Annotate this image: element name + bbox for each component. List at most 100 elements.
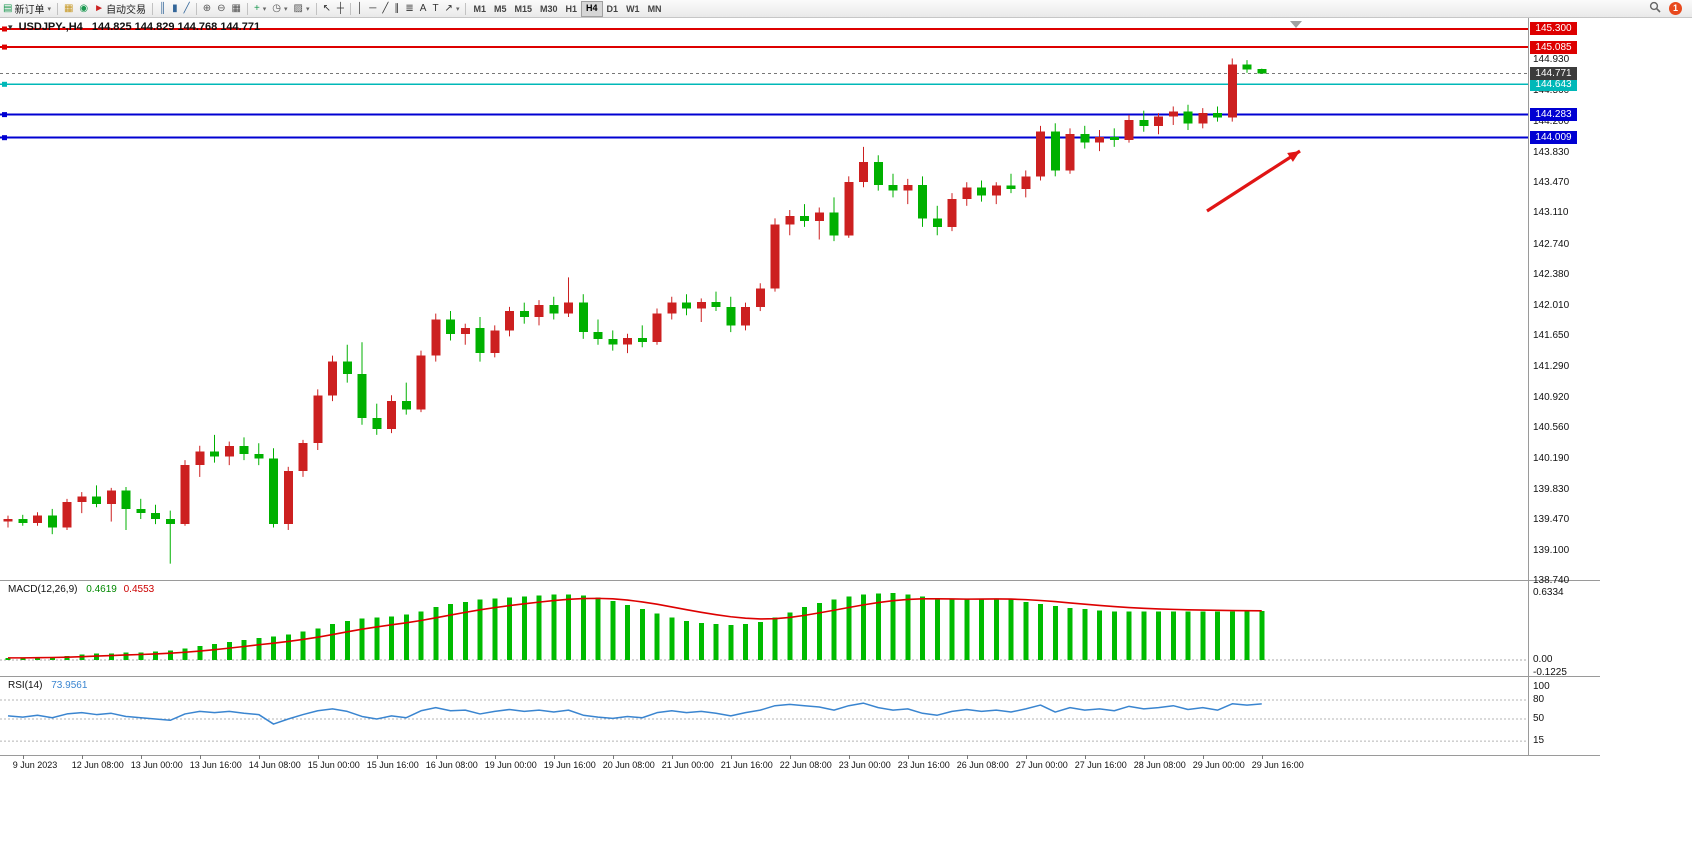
pane-splitter-macd[interactable]: [0, 580, 1600, 581]
candlestick-chart-icon: ▮: [172, 3, 178, 14]
candle-body: [637, 337, 647, 343]
timeframe-d1[interactable]: D1: [606, 3, 619, 14]
new-order-button[interactable]: ▤ 新订单 ▾: [0, 1, 54, 16]
indicators-icon: +: [253, 3, 260, 14]
indicators-button[interactable]: + ▾: [251, 1, 269, 16]
timeframe-mn[interactable]: MN: [647, 3, 662, 14]
timeframe-m1[interactable]: M1: [473, 3, 486, 14]
timeframe-m30[interactable]: M30: [540, 3, 558, 14]
search-icon[interactable]: [1649, 1, 1661, 16]
zoom-out-button[interactable]: ⊖: [214, 1, 228, 16]
macd-histogram: [5, 592, 1265, 660]
price-chart[interactable]: [0, 17, 1528, 580]
market-watch-button[interactable]: ◉: [76, 1, 91, 16]
zoom-in-button[interactable]: ⊕: [200, 1, 214, 16]
line-chart-icon: ╱: [183, 3, 190, 14]
text-label-button[interactable]: T: [429, 1, 441, 16]
candle-body: [1065, 134, 1075, 171]
zoom-in-icon: ⊕: [202, 3, 212, 14]
candle-body: [490, 330, 500, 354]
open-chart-button[interactable]: ▦: [61, 1, 76, 16]
bar-chart-type-button[interactable]: ║: [156, 1, 169, 16]
candle-body: [136, 508, 146, 514]
fibonacci-icon: ≣: [405, 3, 414, 14]
candlestick-chart-type-button[interactable]: ▮: [169, 1, 181, 16]
candle-body: [387, 401, 396, 429]
candle-body: [814, 212, 824, 221]
timeframe-m5[interactable]: M5: [493, 3, 507, 14]
horizontal-line-object[interactable]: [0, 135, 1528, 141]
macd-axis-label: 0.00: [1533, 654, 1553, 665]
one-click-trading-toggle[interactable]: ▾: [8, 22, 13, 32]
autotrading-icon: ►: [94, 3, 105, 14]
horizontal-line-button[interactable]: ─: [366, 1, 379, 16]
price-axis-label: 143.470: [1533, 177, 1570, 189]
price-axis-label: 143.110: [1533, 207, 1569, 219]
rsi-axis-label: 15: [1533, 735, 1545, 747]
horizontal-line-icon: ─: [369, 3, 377, 14]
horizontal-line-object[interactable]: [0, 44, 1528, 50]
time-axis-tick: [553, 755, 555, 759]
arrow-annotation[interactable]: [1206, 149, 1301, 213]
time-axis-label: 9 Jun 2023: [12, 760, 58, 770]
time-axis-label: 22 Jun 08:00: [779, 760, 832, 770]
templates-button[interactable]: ▨ ▾: [291, 1, 313, 16]
periods-button[interactable]: ◷ ▾: [269, 1, 290, 16]
channel-button[interactable]: ∥: [391, 1, 402, 16]
cursor-button[interactable]: ↖: [320, 1, 334, 16]
pane-splitter-rsi[interactable]: [0, 676, 1600, 677]
toolbar-separator: [152, 2, 154, 15]
candle-body: [652, 313, 662, 343]
macd-panel[interactable]: [0, 581, 1528, 676]
candle-body: [918, 184, 927, 219]
notification-badge[interactable]: 1: [1669, 2, 1682, 15]
candle-body: [210, 451, 219, 457]
timeframe-w1[interactable]: W1: [626, 3, 640, 14]
candle-body: [1021, 176, 1031, 189]
time-axis-tick: [22, 755, 24, 759]
candle-body: [800, 215, 809, 221]
chart-window-icon: ▦: [63, 3, 74, 14]
candle-body: [1109, 136, 1119, 141]
candle-body: [1168, 111, 1178, 117]
trendline-button[interactable]: ╱: [379, 1, 391, 16]
chevron-down-icon: ▾: [284, 5, 288, 13]
candle-body: [342, 361, 352, 375]
horizontal-line-object[interactable]: [0, 112, 1528, 118]
chart-shift-marker[interactable]: [1290, 21, 1302, 28]
candle-body: [534, 305, 544, 317]
timeframe-h1[interactable]: H1: [565, 3, 578, 14]
price-line-badge: 145.085: [1530, 40, 1577, 54]
autotrading-button-label: 自动交易: [106, 5, 147, 16]
line-chart-type-button[interactable]: ╱: [181, 1, 193, 16]
candle-body: [460, 327, 470, 334]
autotrading-button[interactable]: ► 自动交易: [91, 1, 149, 16]
candle-body: [195, 451, 205, 466]
timeframe-h4[interactable]: H4: [581, 0, 603, 17]
time-axis-tick: [199, 755, 201, 759]
time-axis-label: 27 Jun 16:00: [1074, 760, 1127, 770]
tile-windows-button[interactable]: ▦: [228, 1, 243, 16]
line-handle: [2, 44, 7, 50]
candle-body: [696, 301, 706, 309]
time-axis-tick: [789, 755, 791, 759]
candle-body: [372, 417, 382, 429]
crosshair-button[interactable]: ┼: [334, 1, 347, 16]
timeframe-m15[interactable]: M15: [514, 3, 532, 14]
candle-body: [549, 305, 559, 314]
price-axis-label: 139.830: [1533, 483, 1570, 495]
ohlc-values: 144.825 144.829 144.768 144.771: [91, 21, 261, 33]
vertical-line-button[interactable]: │: [354, 1, 366, 16]
templates-icon: ▨: [293, 3, 303, 14]
time-axis-label: 13 Jun 00:00: [130, 760, 183, 770]
arrows-button[interactable]: ↗ ▾: [442, 1, 463, 16]
horizontal-line-object[interactable]: [0, 26, 1528, 32]
chart-title: ▾ USDJPY-,H4 144.825 144.829 144.768 144…: [8, 21, 260, 33]
horizontal-line-object[interactable]: [0, 81, 1528, 87]
fibonacci-button[interactable]: ≣: [402, 1, 416, 16]
price-axis-label: 143.830: [1533, 146, 1570, 158]
candle-body: [1154, 116, 1163, 126]
text-button[interactable]: A: [417, 1, 430, 16]
time-axis-label: 29 Jun 00:00: [1192, 760, 1245, 770]
rsi-panel[interactable]: [0, 677, 1528, 755]
